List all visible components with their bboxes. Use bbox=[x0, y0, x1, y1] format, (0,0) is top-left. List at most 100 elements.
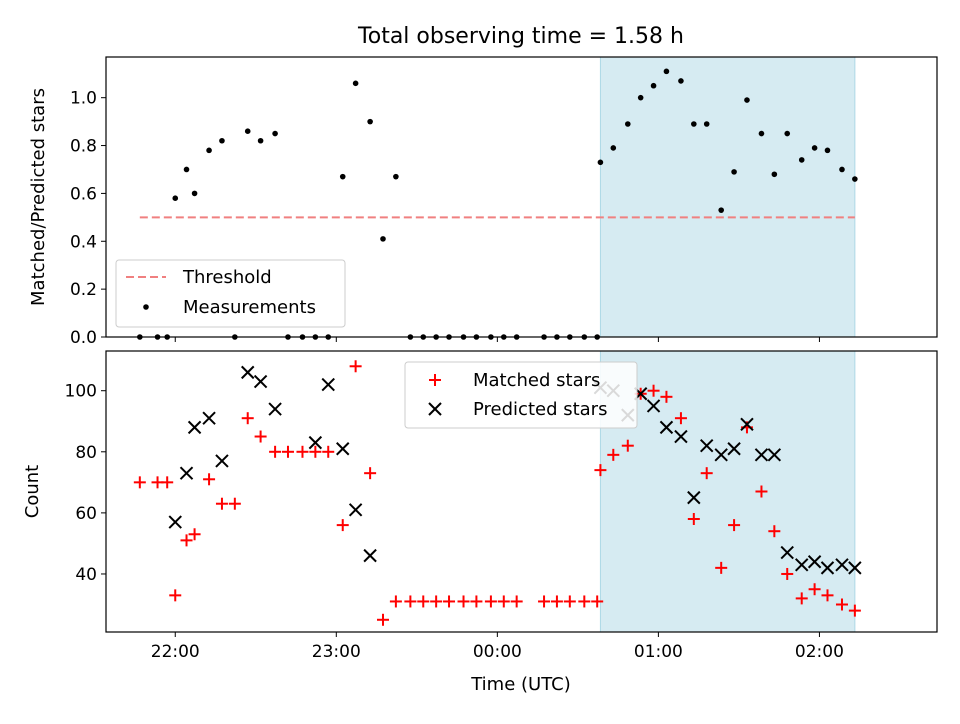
matched-stars-point bbox=[389, 595, 402, 608]
matched-stars-point bbox=[607, 448, 620, 461]
matched-stars-point bbox=[296, 445, 309, 458]
measurement-point bbox=[703, 121, 710, 127]
matched-stars-point bbox=[715, 561, 728, 574]
measurement-point bbox=[244, 128, 251, 134]
measurement-point bbox=[380, 236, 386, 242]
matched-stars-point bbox=[674, 412, 687, 425]
legend-threshold-label: Threshold bbox=[182, 267, 272, 288]
matched-stars-point bbox=[281, 445, 294, 458]
predicted-stars-point bbox=[336, 442, 350, 456]
matched-stars-point bbox=[647, 384, 660, 397]
predicted-stars-point bbox=[348, 503, 363, 517]
count-axes-frame bbox=[105, 350, 938, 633]
y-tick-label: 100 bbox=[65, 382, 97, 402]
matched-stars-point bbox=[728, 519, 741, 532]
matched-stars-point bbox=[404, 595, 417, 608]
measurement-point bbox=[637, 94, 644, 101]
y-tick-label: 0.6 bbox=[70, 184, 97, 204]
measurement-point bbox=[219, 137, 225, 144]
matched-stars-point bbox=[821, 589, 834, 602]
predicted-stars-point bbox=[179, 466, 194, 480]
predicted-stars-point bbox=[687, 490, 701, 505]
observing-window-band bbox=[599, 350, 856, 633]
measurement-point bbox=[678, 78, 684, 84]
legend-matched-swatch bbox=[429, 374, 441, 386]
x-tick-label: 22:00 bbox=[151, 642, 200, 662]
matched-stars-point bbox=[781, 567, 794, 580]
measurement-point bbox=[811, 145, 818, 151]
predicted-stars-point bbox=[714, 448, 728, 462]
predicted-stars-point bbox=[835, 558, 849, 572]
predicted-stars-point bbox=[321, 377, 335, 392]
measurement-point bbox=[798, 157, 805, 163]
predicted-stars-point bbox=[308, 435, 323, 450]
observing-window-shade bbox=[599, 350, 856, 633]
matched-stars-point bbox=[594, 464, 607, 477]
matched-stars-point bbox=[161, 476, 174, 489]
count-plot-area bbox=[133, 360, 862, 626]
matched-stars-point bbox=[349, 360, 362, 373]
x-tick-label: 01:00 bbox=[634, 642, 683, 662]
measurement-point bbox=[852, 176, 858, 182]
matched-stars-point bbox=[336, 519, 349, 532]
matched-stars-point bbox=[484, 595, 497, 608]
count-y-axis-label: Count bbox=[22, 465, 43, 518]
matched-stars-point bbox=[457, 595, 470, 608]
predicted-stars-point bbox=[820, 561, 835, 575]
predicted-stars-point bbox=[659, 420, 674, 435]
x-tick-label: 23:00 bbox=[312, 642, 361, 662]
x-tick-label: 02:00 bbox=[795, 642, 844, 662]
chart-title: Total observing time = 1.58 h bbox=[357, 24, 684, 49]
measurement-point bbox=[191, 190, 198, 197]
y-tick-label: 0.8 bbox=[70, 137, 97, 157]
matched-stars-point bbox=[228, 497, 241, 510]
matched-stars-point bbox=[470, 595, 483, 608]
matched-stars-point bbox=[808, 583, 821, 596]
legend-measurements-label: Measurements bbox=[183, 297, 316, 318]
matched-stars-point bbox=[269, 445, 282, 458]
matched-stars-point bbox=[443, 595, 456, 608]
measurement-point bbox=[339, 173, 346, 180]
matched-stars-point bbox=[309, 445, 322, 458]
matched-stars-point bbox=[578, 595, 591, 608]
predicted-stars-point bbox=[253, 374, 268, 389]
y-tick-label: 0.4 bbox=[70, 232, 97, 252]
matched-stars-point bbox=[377, 613, 389, 626]
predicted-stars-point bbox=[727, 442, 741, 456]
measurement-point bbox=[352, 80, 359, 87]
x-tick-label: 00:00 bbox=[473, 642, 522, 662]
predicted-stars-point bbox=[241, 365, 255, 380]
ratio-legend-box bbox=[115, 259, 346, 328]
x-axis-label: Time (UTC) bbox=[470, 674, 571, 695]
matched-stars-point bbox=[180, 534, 193, 547]
measurement-point bbox=[731, 169, 737, 175]
matched-stars-point bbox=[795, 592, 808, 605]
measurement-point bbox=[663, 68, 670, 75]
matched-stars-point bbox=[322, 445, 335, 458]
matched-stars-point bbox=[591, 595, 604, 608]
predicted-stars-point bbox=[795, 558, 809, 572]
measurement-point bbox=[784, 130, 791, 137]
matched-stars-point bbox=[550, 595, 563, 608]
measurement-point bbox=[824, 147, 831, 154]
matched-stars-point bbox=[660, 390, 673, 403]
predicted-stars-point bbox=[168, 515, 182, 529]
matched-stars-point bbox=[700, 467, 713, 480]
measurement-point bbox=[718, 207, 724, 213]
predicted-stars-point bbox=[646, 399, 661, 413]
measurement-point bbox=[610, 145, 617, 151]
matched-stars-point bbox=[848, 604, 861, 617]
ratio-panel: 0.0 0.2 0.4 0.6 0.8 1.0 Matched/Predicted sta… bbox=[28, 56, 938, 348]
matched-stars-point bbox=[621, 439, 634, 452]
predicted-stars-point bbox=[767, 448, 782, 462]
count-panel: 22:00 23:00 00:00 01:00 02:00 40 60 80 100 Count… bbox=[22, 350, 938, 695]
legend-predicted-swatch bbox=[428, 402, 442, 416]
predicted-stars-point bbox=[202, 411, 216, 425]
measurement-point bbox=[691, 121, 697, 127]
predicted-stars-point bbox=[268, 402, 282, 416]
observing-window-shade bbox=[599, 56, 856, 338]
matched-stars-point bbox=[254, 430, 267, 443]
y-tick-label: 1.0 bbox=[70, 89, 97, 109]
matched-stars-point bbox=[430, 595, 443, 608]
